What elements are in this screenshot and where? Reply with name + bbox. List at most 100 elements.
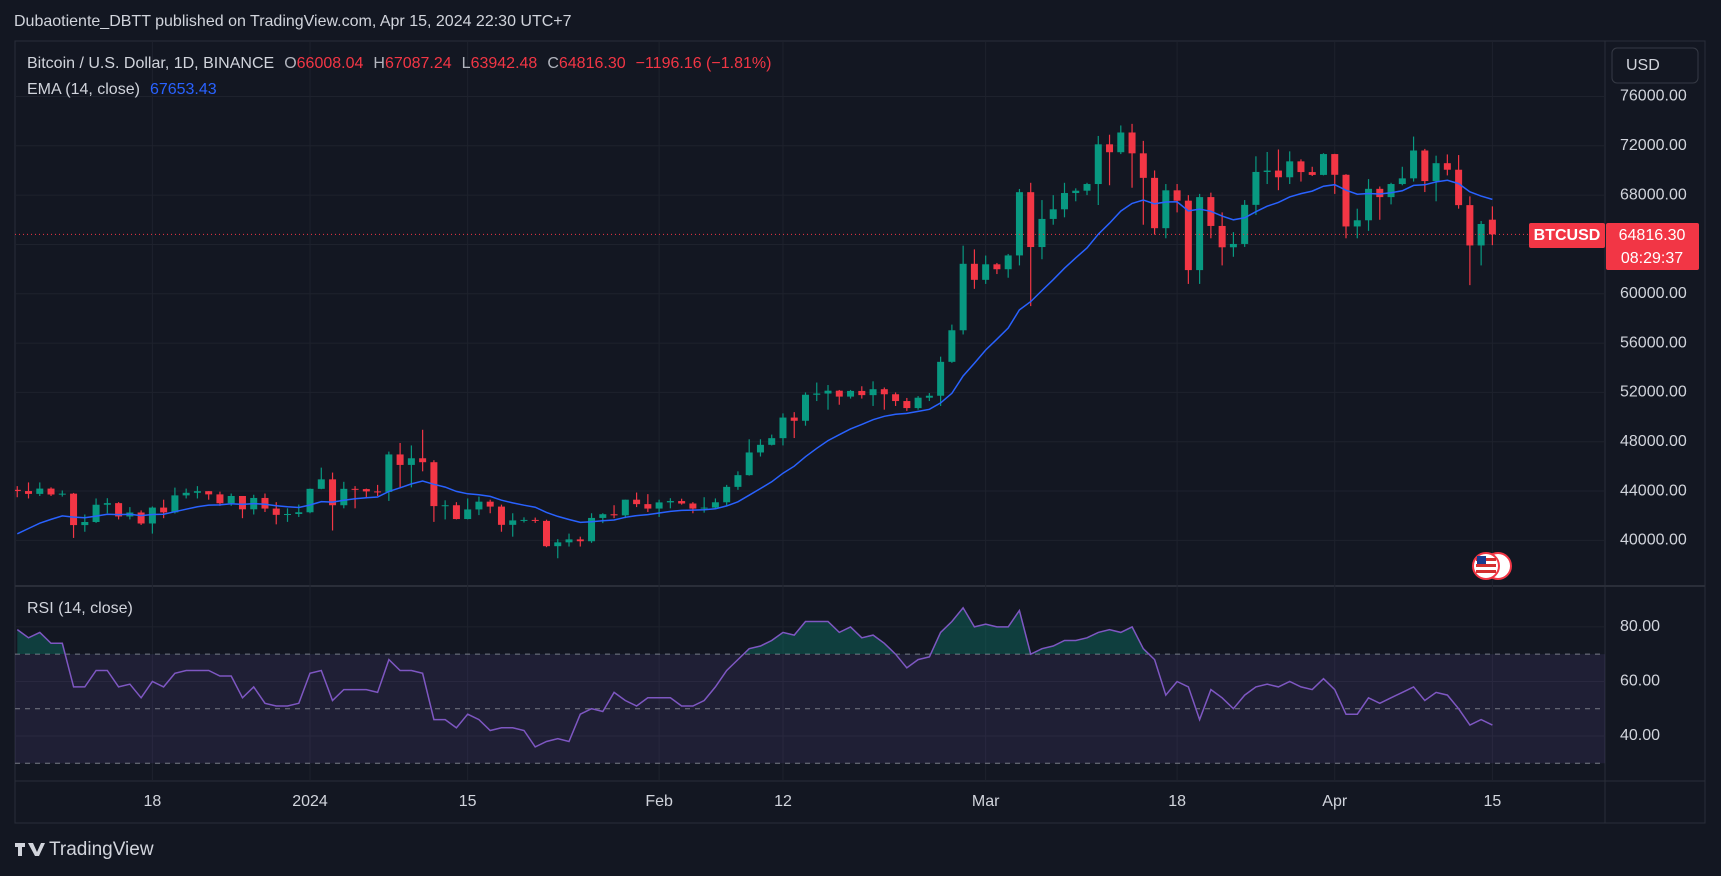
candle-body — [238, 495, 246, 510]
candle-body — [36, 488, 44, 494]
candle-body — [306, 488, 314, 513]
candle-body — [70, 493, 78, 526]
candle-body — [1477, 223, 1485, 246]
rsi-line — [16, 606, 1493, 748]
candle-body — [396, 454, 404, 465]
candle-body — [1106, 144, 1114, 153]
y-tick-label: 76000.00 — [1620, 88, 1687, 105]
candle-body — [205, 491, 213, 495]
currency-button[interactable] — [1611, 47, 1699, 84]
ema-name: EMA (14, close) — [27, 81, 140, 98]
candle-body — [531, 519, 539, 521]
candle-body — [858, 390, 866, 396]
publisher-line: Dubaotiente_DBTT published on TradingVie… — [14, 13, 572, 30]
candle-body — [1421, 150, 1429, 182]
candle-body — [745, 452, 753, 476]
candle-body — [1162, 190, 1170, 229]
candle-body — [1319, 154, 1327, 175]
y-tick-label: 52000.00 — [1620, 384, 1687, 401]
flag-stripe — [1476, 570, 1496, 573]
x-tick-label: 15 — [1483, 793, 1501, 810]
candle-body — [1139, 153, 1147, 178]
candle-body — [58, 493, 66, 495]
candle-body — [486, 501, 494, 507]
last-price: 64816.30 — [1619, 227, 1686, 244]
y-tick-label: 56000.00 — [1620, 334, 1687, 351]
candle-body — [1297, 161, 1305, 173]
candle-body — [47, 488, 55, 495]
currency[interactable]: USD — [1626, 57, 1660, 74]
candle-body — [1466, 205, 1474, 246]
candle-body — [520, 519, 528, 521]
y-tick-label: 68000.00 — [1620, 186, 1687, 203]
y-tick-label: 60000.00 — [1620, 285, 1687, 302]
candle-body — [993, 264, 1001, 270]
candle-body — [813, 393, 821, 395]
y-tick-label: 48000.00 — [1620, 433, 1687, 450]
candle-body — [1331, 154, 1339, 175]
legend-main: Bitcoin / U.S. Dollar, 1D, BINANCE O66008… — [27, 55, 771, 72]
candle-body — [329, 479, 337, 506]
candle-body — [81, 522, 89, 526]
candle-body — [599, 514, 607, 518]
candle-body — [261, 497, 269, 509]
candle-body — [734, 475, 742, 487]
candle-body — [1410, 150, 1418, 179]
candle-body — [756, 444, 764, 453]
x-tick-label: 18 — [143, 793, 161, 810]
candle-body — [374, 491, 382, 493]
candle-body — [92, 504, 100, 523]
candle-body — [1365, 188, 1373, 221]
candle-body — [1263, 170, 1271, 172]
candle-body — [824, 390, 832, 394]
brand-logo — [15, 843, 45, 856]
candle-body — [115, 503, 123, 517]
candle-body — [1184, 200, 1192, 271]
candle-body — [914, 397, 922, 409]
candle-body — [610, 514, 618, 516]
candle-body — [1376, 188, 1384, 198]
candle-body — [295, 512, 303, 514]
candle-body — [711, 502, 719, 508]
candle-body — [937, 361, 945, 396]
change: −1196.16 (−1.81%) — [636, 55, 772, 72]
event-icons — [1472, 552, 1512, 580]
key-l: L — [462, 55, 471, 72]
candle-body — [148, 507, 156, 524]
candle-body — [419, 458, 427, 463]
rsi-tick-label: 40.00 — [1620, 727, 1660, 744]
candle-body — [475, 501, 483, 510]
candle-body — [576, 539, 584, 542]
candle-body — [362, 489, 370, 492]
x-tick-label: 2024 — [292, 793, 328, 810]
candle-body — [1218, 225, 1226, 248]
candle-body — [655, 502, 663, 509]
price-box — [1606, 223, 1699, 270]
candle-body — [869, 389, 877, 396]
candle-body — [407, 458, 415, 465]
candle-body — [137, 512, 145, 524]
candle-body — [1353, 220, 1361, 227]
x-tick-label: 18 — [1168, 793, 1186, 810]
key-h: H — [373, 55, 385, 72]
grid — [15, 41, 1605, 781]
candle-body — [588, 517, 596, 542]
val-l: 63942.48 — [471, 55, 538, 72]
key-c: C — [547, 55, 559, 72]
candle-body — [340, 488, 348, 506]
candle-body — [452, 505, 460, 520]
candle-body — [1387, 184, 1395, 198]
candle-body — [464, 509, 472, 520]
candle-body — [689, 503, 697, 509]
axes: 18 2024 15 Feb 12 Mar 18 Apr 15 40000.00 44000.00 4… — [143, 88, 1686, 811]
candle-body — [1060, 193, 1068, 210]
symbol-name: Bitcoin / U.S. Dollar, 1D, BINANCE — [27, 55, 274, 72]
candle-body — [644, 504, 652, 509]
candle-body — [970, 263, 978, 280]
x-tick-label: 12 — [774, 793, 792, 810]
candle-body — [880, 389, 888, 395]
candle-body — [182, 492, 190, 496]
candle-body — [171, 495, 179, 513]
candle-body — [216, 494, 224, 504]
candle-body — [227, 495, 235, 504]
